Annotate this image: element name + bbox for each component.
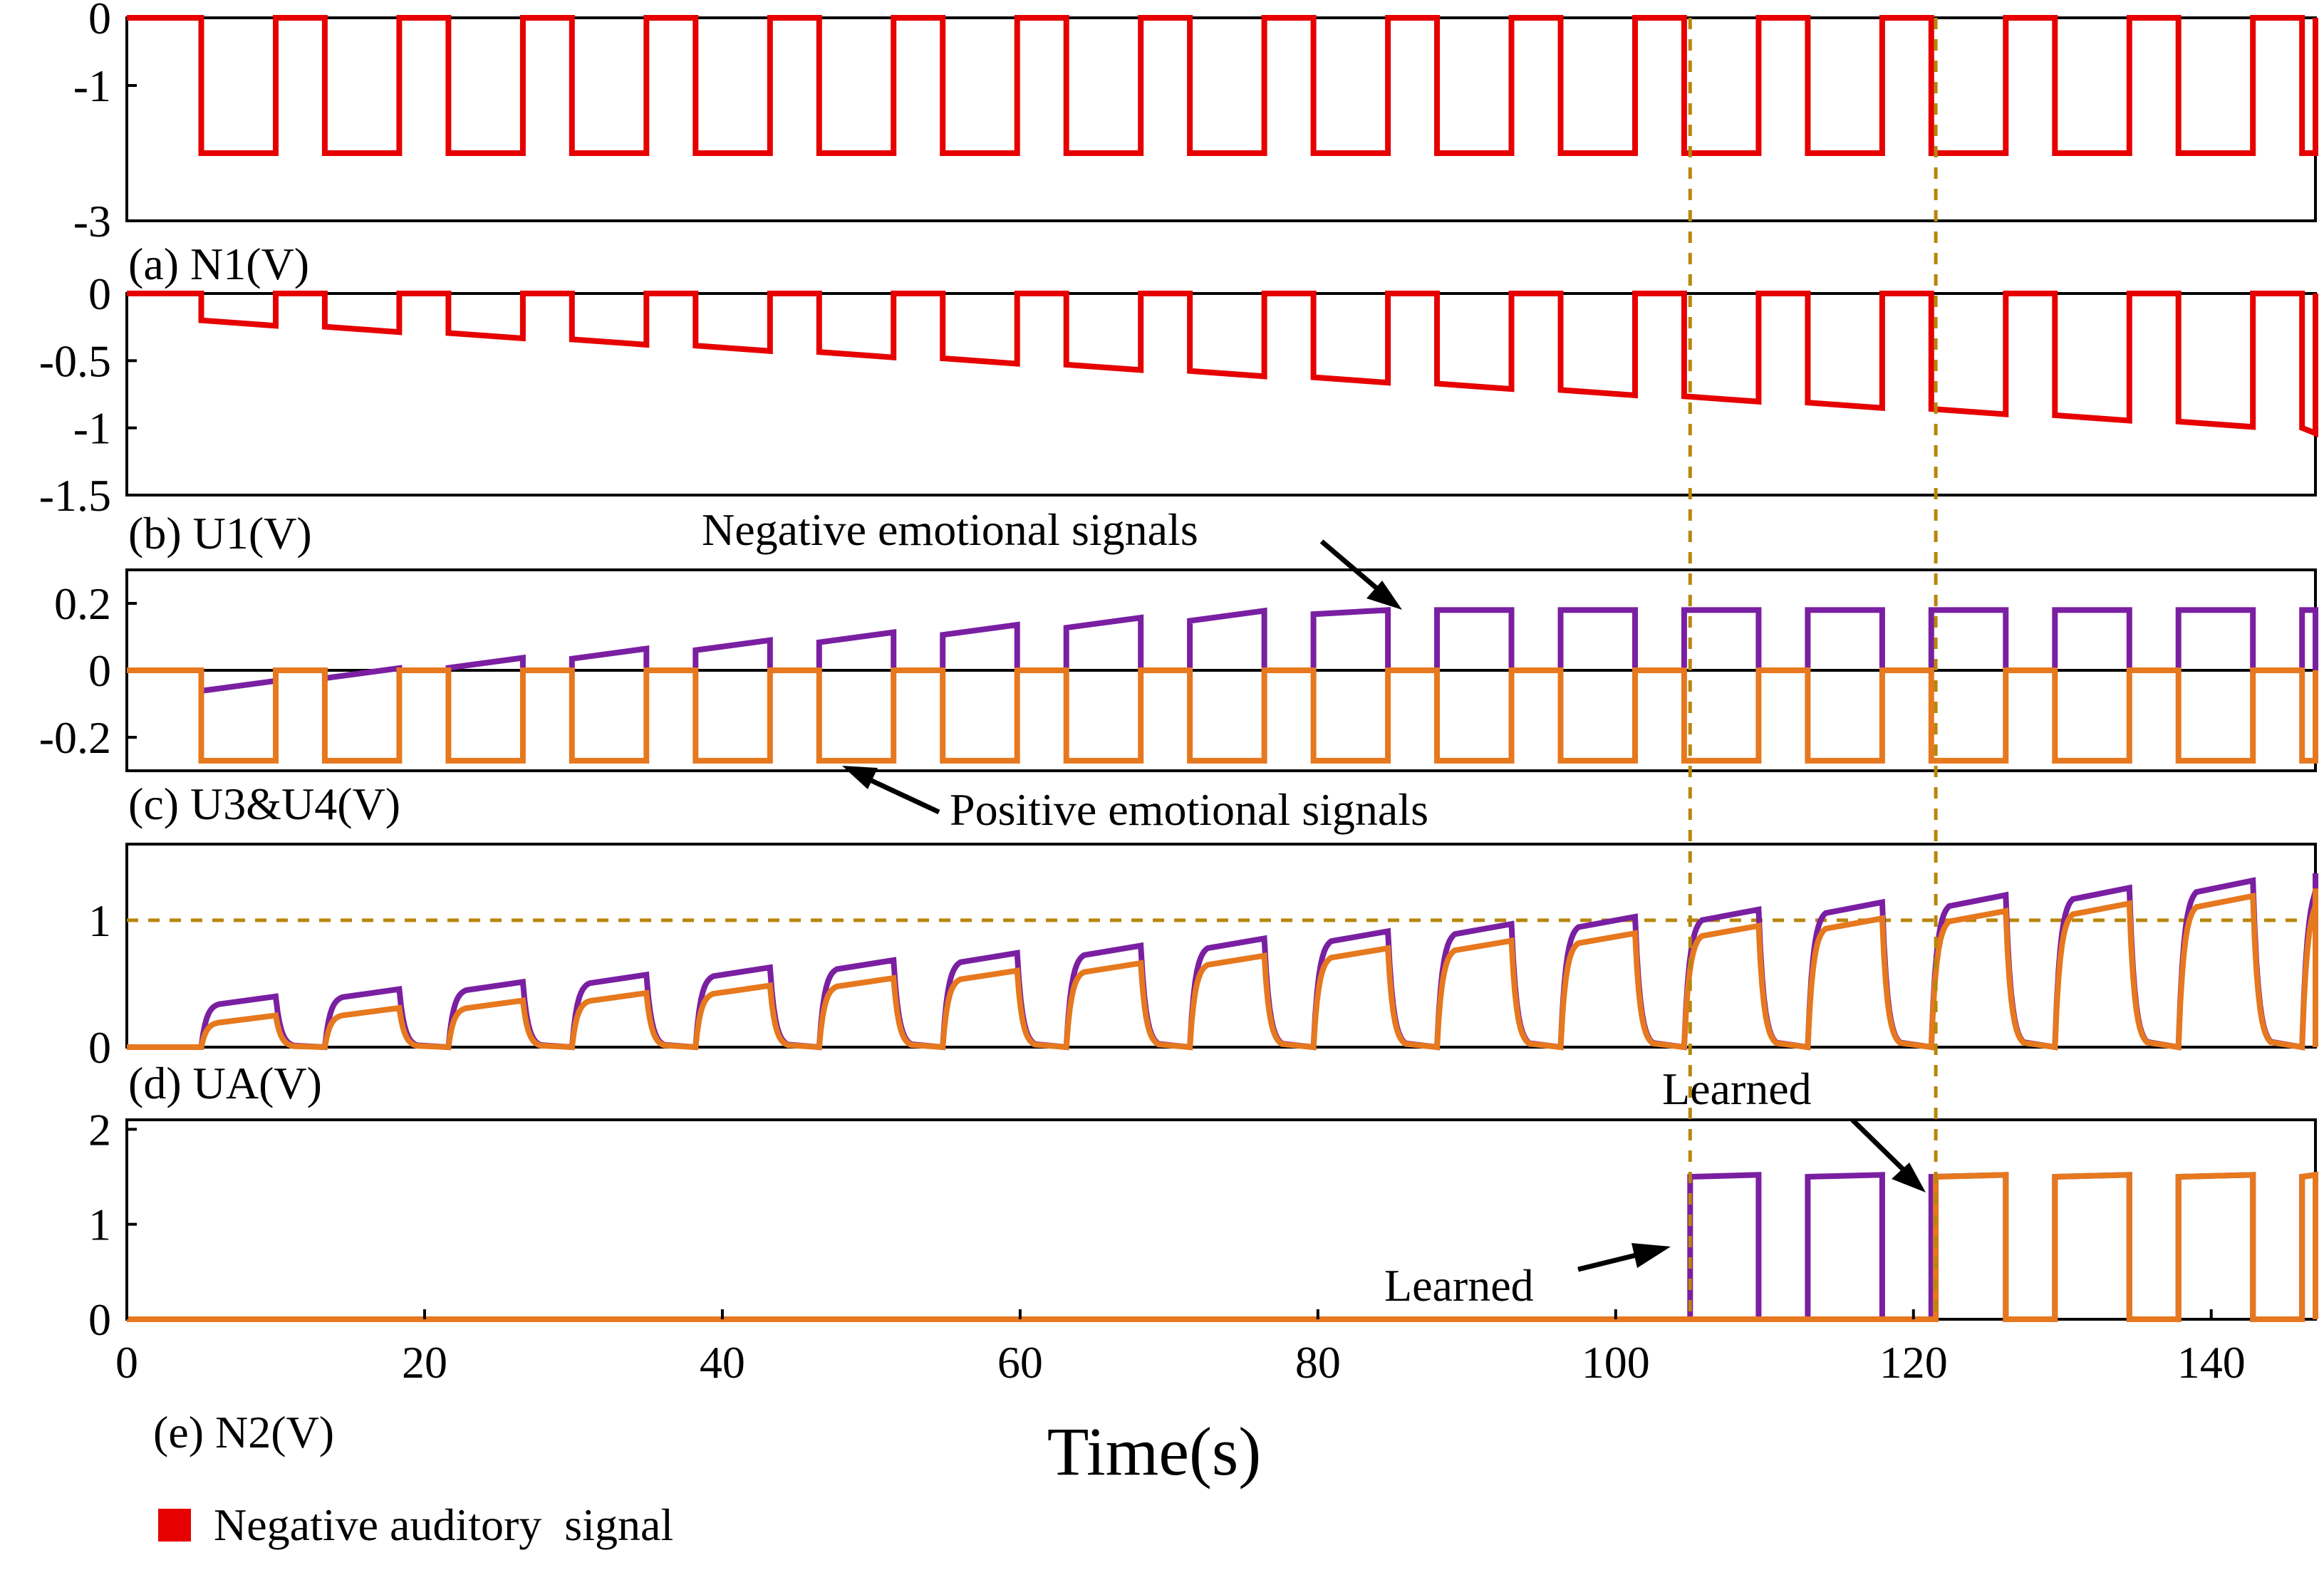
panel-d-series-1 — [127, 888, 2318, 1051]
panel-c-ytick-label-1: 0 — [88, 645, 111, 696]
panel-d-ytick-label-0: 1 — [88, 895, 111, 946]
panel-a-ytick-label-1: -1 — [73, 61, 111, 111]
panel-a-ytick-label-2: -3 — [73, 196, 111, 246]
panel-label-a: (a) N1(V) — [128, 239, 309, 289]
panel-b-ytick-label-1: -0.5 — [39, 336, 111, 386]
panel-c-series-0 — [127, 607, 2318, 695]
panel-b-frame — [125, 292, 2317, 497]
panel-e-series-0 — [127, 1171, 2318, 1322]
x-tick-label-6: 120 — [1879, 1337, 1948, 1388]
x-tick-label-4: 80 — [1295, 1337, 1341, 1388]
panel-label-c: (c) U3&U4(V) — [128, 779, 400, 829]
x-tick-label-0: 0 — [115, 1337, 138, 1388]
panel-c-ytick-label-0: 0.2 — [54, 578, 111, 629]
annotation-learned-positive: Learned — [1662, 1064, 1812, 1114]
arrowhead-positive-emotional — [842, 766, 878, 789]
panel-b-ytick-label-3: -1.5 — [39, 470, 111, 521]
x-tick-label-3: 60 — [997, 1337, 1043, 1388]
panel-d: 10 — [88, 843, 2318, 1073]
panel-label-e: (e) N2(V) — [153, 1407, 334, 1457]
panel-b-ytick-label-0: 0 — [88, 269, 111, 319]
panel-d-ytick-label-1: 0 — [88, 1022, 111, 1073]
annotation-positive-emotional: Positive emotional signals — [950, 784, 1428, 835]
panel-e-ytick-label-1: 1 — [88, 1200, 111, 1250]
arrowhead-negative-emotional — [1366, 581, 1402, 610]
x-tick-label-5: 100 — [1582, 1337, 1650, 1388]
legend-label: Negative auditory signal — [214, 1499, 673, 1550]
x-tick-label-1: 20 — [402, 1337, 447, 1388]
panel-a-frame — [125, 16, 2317, 222]
legend-swatch — [158, 1509, 191, 1542]
panel-b-series-0 — [127, 291, 2318, 438]
x-tick-label-2: 40 — [700, 1337, 745, 1388]
panel-e-ytick-label-0: 2 — [88, 1104, 111, 1155]
panel-e-ytick-label-2: 0 — [88, 1294, 111, 1345]
annotation-negative-emotional: Negative emotional signals — [702, 504, 1198, 555]
annotation-learned-negative: Learned — [1384, 1260, 1534, 1311]
panel-c-ytick-label-2: -0.2 — [39, 712, 111, 763]
arrowhead-learned-negative — [1632, 1243, 1671, 1268]
panel-label-b: (b) U1(V) — [128, 508, 312, 558]
x-axis-title: Time(s) — [1047, 1413, 1262, 1490]
panel-c: 0.2 0 -0.2 — [39, 568, 2318, 772]
panel-a-series-0 — [127, 15, 2318, 156]
panel-a: 0 -1 -3 — [73, 0, 2318, 246]
panel-a-ytick-label-0: 0 — [88, 0, 111, 43]
panel-c-series-1 — [127, 667, 2318, 764]
panel-b: 0 -0.5 -1 -1.5 — [39, 269, 2318, 521]
x-tick-label-7: 140 — [2177, 1337, 2246, 1388]
panel-e: 2 1 0 — [88, 1104, 2318, 1345]
vertical-markers — [1688, 18, 1938, 1319]
panel-e-series-1 — [127, 1171, 2318, 1322]
x-tick-labels: 0 20 40 60 80 100 120 140 — [115, 1309, 2246, 1388]
panel-b-ytick-label-2: -1 — [73, 403, 111, 454]
panel-e-frame — [125, 1118, 2317, 1321]
panel-label-d: (d) UA(V) — [128, 1058, 322, 1108]
arrowhead-learned-positive — [1892, 1163, 1926, 1192]
